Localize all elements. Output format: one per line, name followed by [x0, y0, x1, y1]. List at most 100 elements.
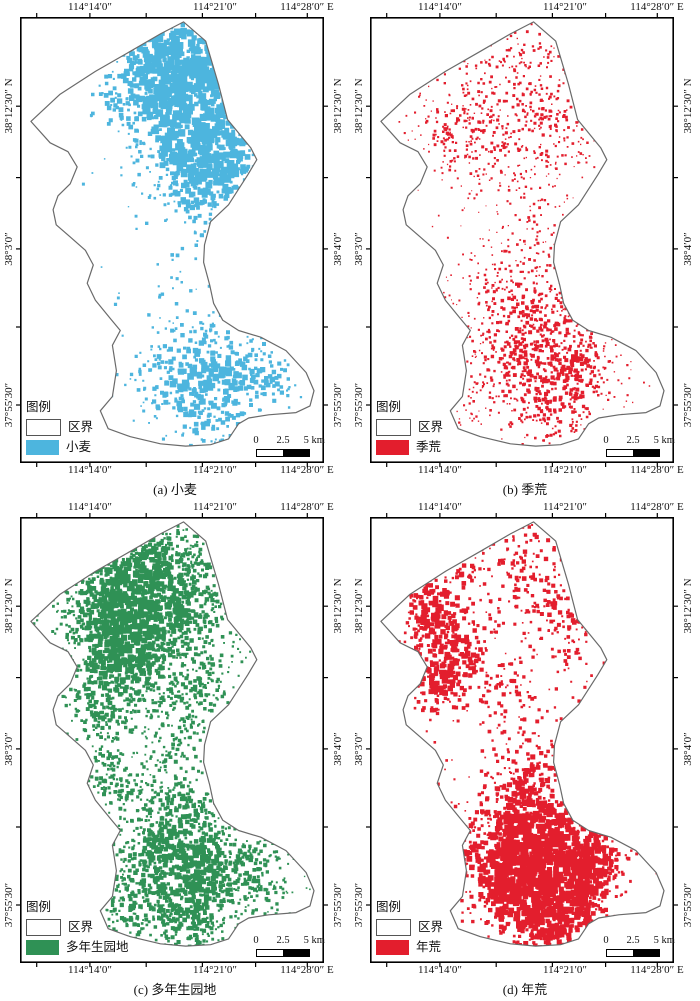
top-axis-labels: 114°14′0″ 114°21′0″ 114°28′0″ E [0, 501, 350, 515]
lon-label: 114°21′0″ [543, 464, 587, 476]
legend-item-boundary: 区界 [376, 919, 443, 936]
legend-item-class: 季荒 [376, 440, 443, 455]
scale-label: 2.5 [276, 935, 290, 946]
lat-label-right: 38°12′30″ N [682, 578, 694, 634]
top-axis-labels: 114°14′0″ 114°21′0″ 114°28′0″ E [0, 1, 350, 15]
legend-item-boundary: 区界 [26, 419, 93, 436]
map-canvas [16, 13, 328, 467]
legend-item-label: 区界 [68, 919, 94, 934]
scale-label: 5 km [653, 435, 675, 446]
bottom-axis-labels: 114°14′0″ 114°21′0″ 114°28′0″ E [0, 964, 350, 978]
boundary-swatch [376, 419, 411, 436]
lon-label: 114°28′0″ E [280, 1, 334, 13]
class-swatch [26, 940, 59, 955]
scale-label: 5 km [303, 935, 325, 946]
lon-label: 114°28′0″ E [630, 501, 684, 513]
lon-label: 114°28′0″ E [630, 1, 684, 13]
scale-bar-segment [607, 450, 633, 456]
bottom-axis-labels: 114°14′0″ 114°21′0″ 114°28′0″ E [0, 464, 350, 478]
map-frame: 图例 区界 多年生园地 0 2.5 5 km [16, 513, 328, 967]
legend-item-label: 年荒 [416, 939, 442, 954]
legend: 图例 区界 季荒 [376, 400, 443, 455]
map-frame: 图例 区界 年荒 0 2.5 5 km [366, 513, 678, 967]
class-swatch [376, 440, 409, 455]
lat-label-right: 37°55′30″ [332, 382, 344, 428]
scale-bar-segment [633, 950, 659, 956]
top-axis-labels: 114°14′0″ 114°21′0″ 114°28′0″ E [350, 501, 700, 515]
bottom-axis-labels: 114°14′0″ 114°21′0″ 114°28′0″ E [350, 964, 700, 978]
map-canvas [16, 513, 328, 967]
lat-label-right: 38°12′30″ N [682, 78, 694, 134]
scale-bar-segment [257, 950, 283, 956]
map-canvas [366, 513, 678, 967]
lon-label: 114°21′0″ [543, 964, 587, 976]
scale-bar: 0 2.5 5 km [253, 435, 325, 457]
legend-item-label: 区界 [68, 419, 94, 434]
scale-bar-segment [633, 450, 659, 456]
map-frame: 图例 区界 小麦 0 2.5 5 km [16, 13, 328, 467]
lat-label-right: 38°4′0″ [332, 232, 344, 266]
scale-bar-segment [283, 950, 309, 956]
scale-bar-labels: 0 2.5 5 km [603, 435, 675, 448]
lat-label-right: 38°4′0″ [332, 732, 344, 766]
lat-label-right: 37°55′30″ [682, 882, 694, 928]
scale-bar-segment [607, 950, 633, 956]
scale-bar-segment [283, 450, 309, 456]
scale-label: 0 [603, 435, 609, 446]
legend-title: 图例 [376, 400, 402, 415]
legend: 图例 区界 年荒 [376, 900, 443, 955]
lon-label: 114°21′0″ [193, 501, 237, 513]
scale-bar-labels: 0 2.5 5 km [253, 935, 325, 948]
lon-label: 114°21′0″ [193, 964, 237, 976]
lon-label: 114°14′0″ [418, 464, 462, 476]
boundary-swatch [376, 919, 411, 936]
scale-label: 0 [253, 935, 259, 946]
scale-bar-segment [257, 450, 283, 456]
map-panel-b: 114°14′0″ 114°21′0″ 114°28′0″ E 38°12′30… [350, 0, 700, 500]
legend-item-boundary: 区界 [376, 419, 443, 436]
lon-label: 114°14′0″ [68, 464, 112, 476]
legend-item-class: 多年生园地 [26, 940, 129, 955]
scale-bar: 0 2.5 5 km [603, 435, 675, 457]
scale-bar: 0 2.5 5 km [603, 935, 675, 957]
scale-label: 5 km [653, 935, 675, 946]
scale-label: 2.5 [626, 935, 640, 946]
scale-bar-labels: 0 2.5 5 km [603, 935, 675, 948]
lon-label: 114°28′0″ E [280, 464, 334, 476]
lat-label-right: 38°12′30″ N [332, 78, 344, 134]
lon-label: 114°14′0″ [68, 1, 112, 13]
scale-label: 2.5 [626, 435, 640, 446]
boundary-swatch [26, 919, 61, 936]
scale-label: 0 [253, 435, 259, 446]
lon-label: 114°21′0″ [543, 501, 587, 513]
scale-label: 2.5 [276, 435, 290, 446]
lon-label: 114°14′0″ [418, 1, 462, 13]
legend-item-label: 区界 [418, 919, 444, 934]
lon-label: 114°28′0″ E [630, 964, 684, 976]
map-panel-c: 114°14′0″ 114°21′0″ 114°28′0″ E 38°12′30… [0, 500, 350, 1000]
map-frame: 图例 区界 季荒 0 2.5 5 km [366, 13, 678, 467]
legend-item-label: 多年生园地 [66, 939, 129, 954]
scale-bar-labels: 0 2.5 5 km [253, 435, 325, 448]
legend-item-label: 区界 [418, 419, 444, 434]
legend: 图例 区界 小麦 [26, 400, 93, 455]
scale-bar-graphic [606, 949, 660, 957]
panel-caption: (b) 季荒 [502, 482, 548, 497]
bottom-axis-labels: 114°14′0″ 114°21′0″ 114°28′0″ E [350, 464, 700, 478]
legend-item-label: 季荒 [416, 439, 442, 454]
panel-caption: (d) 年荒 [502, 982, 548, 997]
lon-label: 114°14′0″ [418, 501, 462, 513]
map-panel-a: 114°14′0″ 114°21′0″ 114°28′0″ E 38°12′30… [0, 0, 350, 500]
boundary-swatch [26, 419, 61, 436]
lon-label: 114°28′0″ E [280, 501, 334, 513]
lat-label-right: 37°55′30″ [332, 882, 344, 928]
lon-label: 114°21′0″ [543, 1, 587, 13]
map-canvas [366, 13, 678, 467]
lon-label: 114°14′0″ [418, 964, 462, 976]
lon-label: 114°28′0″ E [280, 964, 334, 976]
class-swatch [26, 440, 59, 455]
legend-item-class: 小麦 [26, 440, 93, 455]
scale-bar: 0 2.5 5 km [253, 935, 325, 957]
legend-title: 图例 [376, 900, 402, 915]
